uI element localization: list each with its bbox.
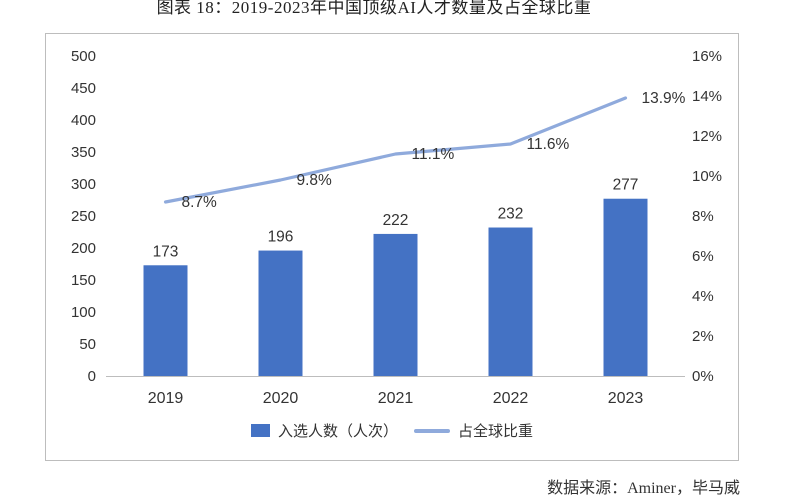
line-value-label: 9.8% [297, 172, 333, 189]
chart-title: 图表 18：2019-2023年中国顶级AI人才数量及占全球比重 [156, 0, 592, 17]
left-axis-tick: 250 [71, 208, 96, 225]
line-legend-swatch [414, 428, 450, 433]
line-legend-label: 占全球比重 [458, 423, 534, 440]
data-source: 数据来源：Aminer，毕马威 [547, 480, 740, 497]
right-axis-tick: 4% [692, 288, 714, 305]
percentage-line [163, 96, 628, 204]
left-axis-tick: 400 [71, 112, 96, 129]
chart-plot-area: 0 50 100 150 200 250 300 350 400 450 500 0% 2% 4% 6% 8%… [71, 48, 722, 407]
line-value-label: 11.1% [412, 146, 455, 163]
bar-legend-label: 入选人数（人次） [277, 423, 398, 440]
legend-item-line: 占全球比重 [414, 420, 533, 441]
left-axis-tick: 50 [79, 336, 96, 353]
left-axis-tick: 100 [71, 304, 96, 321]
chart-container: 0 50 100 150 200 250 300 350 400 450 500 0% 2% 4% 6% 8%… [45, 33, 739, 461]
left-axis-tick: 150 [71, 272, 96, 289]
right-axis-tick: 14% [692, 88, 722, 105]
legend-item-bar: 入选人数（人次） [250, 420, 398, 441]
bar-value-label: 222 [383, 212, 409, 229]
bar-2021 [373, 233, 418, 376]
right-axis-tick: 8% [692, 208, 714, 225]
left-axis-tick: 350 [71, 144, 96, 161]
left-axis-tick: 0 [88, 368, 96, 385]
left-axis-tick: 500 [71, 48, 96, 65]
right-axis-tick: 2% [692, 328, 714, 345]
line-value-label: 8.7% [182, 194, 218, 211]
bar-2022 [488, 227, 533, 376]
right-axis-tick: 0% [692, 368, 714, 385]
bar-legend-swatch [250, 424, 270, 437]
bar-value-label: 196 [268, 229, 294, 246]
right-axis-tick: 10% [692, 168, 722, 185]
line-value-label: 11.6% [527, 136, 570, 153]
right-axis-tick: 6% [692, 248, 714, 265]
left-axis-tick: 300 [71, 176, 96, 193]
bar-2019 [143, 265, 188, 376]
x-axis-label: 2022 [493, 390, 529, 407]
bar-value-label: 232 [498, 206, 524, 223]
left-axis-tick: 200 [71, 240, 96, 257]
bar-2020 [258, 250, 303, 376]
bar-value-label: 277 [613, 177, 639, 194]
left-axis-tick: 450 [71, 80, 96, 97]
x-axis-label: 2021 [378, 390, 414, 407]
x-axis-label: 2020 [263, 390, 299, 407]
line-value-label: 13.9% [642, 90, 686, 107]
right-axis-tick: 16% [692, 48, 722, 65]
bar-2023 [603, 198, 648, 376]
right-axis-tick: 12% [692, 128, 722, 145]
x-axis-label: 2023 [608, 390, 644, 407]
x-axis-label: 2019 [148, 390, 184, 407]
bar-value-label: 173 [153, 243, 179, 260]
chart-legend: 入选人数（人次） 占全球比重 [46, 420, 738, 441]
